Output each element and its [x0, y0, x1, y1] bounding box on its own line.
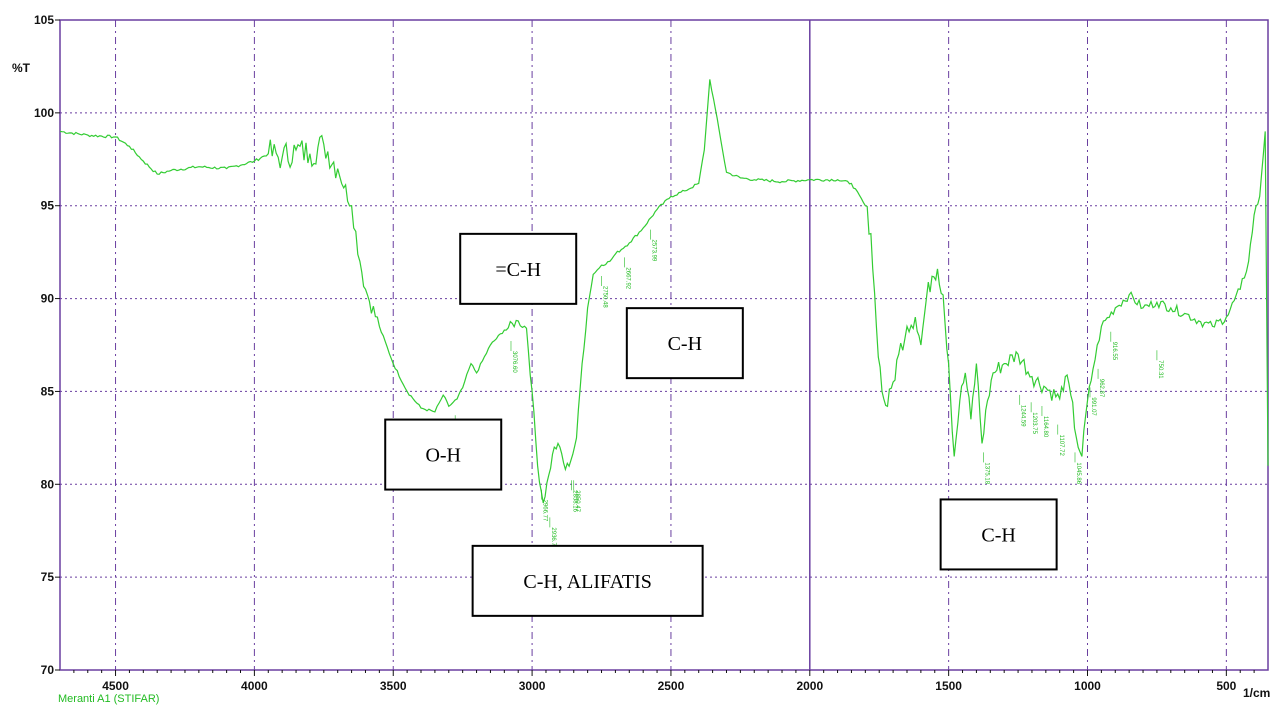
y-tick-label-85: 85: [41, 384, 55, 398]
peak-label-17: 962.87: [1097, 368, 1104, 398]
annotation-box-frame: [384, 418, 503, 491]
peak-label-13: 1164.80: [1041, 406, 1048, 438]
peak-label-text: 916.55: [1111, 342, 1117, 361]
grid: [60, 112, 1268, 578]
annotation-box-3: C-H: [625, 307, 744, 380]
peak-label-4: 2936.79: [549, 517, 556, 550]
y-tick-label-90: 90: [41, 292, 55, 306]
peak-label-5: 2858.16: [571, 480, 578, 513]
x-axis: 4500 4000 3500 3000 2500 2000 1500 1000 500: [73, 670, 1255, 693]
x-tick-label-4500: 4500: [102, 679, 129, 693]
peak-label-text: 2858.16: [572, 490, 578, 512]
peak-label-text: 2750.48: [602, 286, 608, 308]
annotation-box-2: C-H, ALIFATIS: [471, 544, 704, 617]
peak-label-text: 2936.79: [550, 527, 556, 549]
annotation-text: C-H: [668, 333, 702, 355]
peak-label-text: 750.31: [1157, 360, 1163, 379]
peak-label-15: 1045.86: [1074, 452, 1081, 485]
peak-label-text: 2966.77: [542, 500, 548, 522]
peak-label-text: 2667.92: [625, 267, 631, 289]
peak-label-7: 2750.48: [601, 276, 608, 308]
peak-label-text: 1244.59: [1020, 405, 1026, 427]
annotation-text: C-H: [981, 524, 1015, 546]
annotation-box-0: =C-H: [459, 232, 578, 305]
annotation-box-frame: [625, 307, 744, 380]
x-tick-label-3500: 3500: [380, 679, 407, 693]
y-tick-label-70: 70: [41, 663, 55, 677]
peak-label-text: 2850.47: [574, 490, 580, 512]
peak-label-11: 1244.59: [1019, 394, 1026, 427]
annotation-box-frame: [459, 232, 578, 305]
peak-label-12: 1203.75: [1030, 402, 1037, 435]
peak-label-19: 750.31: [1156, 350, 1163, 379]
peak-label-2: 3076.60: [510, 341, 517, 373]
plot-frame: [59, 19, 1269, 671]
peak-label-text: 1375.18: [983, 462, 989, 484]
x-tick-label-2000: 2000: [796, 679, 823, 693]
annotation-box-frame: [939, 498, 1058, 571]
peak-label-18: 916.55: [1110, 331, 1117, 361]
annotation-box-4: C-H: [939, 498, 1058, 571]
y-axis-label: %T: [12, 61, 31, 75]
y-tick-label-105: 105: [34, 13, 54, 27]
y-tick-label-100: 100: [34, 106, 54, 120]
y-tick-label-75: 75: [41, 570, 55, 584]
annotation-text: C-H, ALIFATIS: [523, 571, 652, 593]
x-tick-label-1000: 1000: [1074, 679, 1101, 693]
spectrum-series-line: [59, 79, 1269, 504]
peak-label-text: 962.87: [1098, 379, 1104, 398]
x-tick-label-1500: 1500: [935, 679, 962, 693]
peak-label-text: 991.07: [1090, 397, 1096, 416]
x-tick-label-500: 500: [1216, 679, 1236, 693]
peak-label-text: 1045.86: [1075, 462, 1081, 484]
peak-label-text: 1164.80: [1042, 416, 1048, 438]
peak-label-16: 991.07: [1089, 387, 1096, 416]
annotations: =C-H O-H C-H, ALIFATIS C-H C-H: [384, 232, 1058, 617]
peak-label-9: 2573.99: [650, 229, 657, 262]
peak-label-14: 1107.72: [1057, 424, 1064, 457]
peak-label-8: 2667.92: [624, 257, 631, 290]
peak-label-10: 1375.18: [983, 452, 989, 485]
annotation-text: =C-H: [495, 259, 541, 281]
y-axis: 70 75 80 85 90 95 100 105: [34, 13, 60, 677]
peak-label-text: 1203.75: [1031, 412, 1037, 434]
peak-label-3: 2966.77: [541, 489, 548, 522]
x-axis-label: 1/cm: [1243, 686, 1270, 700]
peak-label-text: 1107.72: [1058, 435, 1064, 457]
annotation-text: O-H: [425, 445, 461, 467]
y-tick-label-95: 95: [41, 199, 55, 213]
y-tick-label-80: 80: [41, 477, 55, 491]
x-tick-label-2500: 2500: [658, 679, 685, 693]
x-tick-label-3000: 3000: [519, 679, 546, 693]
peak-label-6: 2850.47: [573, 480, 580, 513]
annotation-box-frame: [471, 544, 704, 617]
sample-label: Meranti A1 (STIFAR): [58, 693, 159, 705]
annotation-box-1: O-H: [384, 418, 503, 491]
peak-label-text: 2573.99: [651, 240, 657, 262]
x-tick-label-4000: 4000: [241, 679, 268, 693]
peak-label-text: 3076.60: [511, 351, 517, 373]
